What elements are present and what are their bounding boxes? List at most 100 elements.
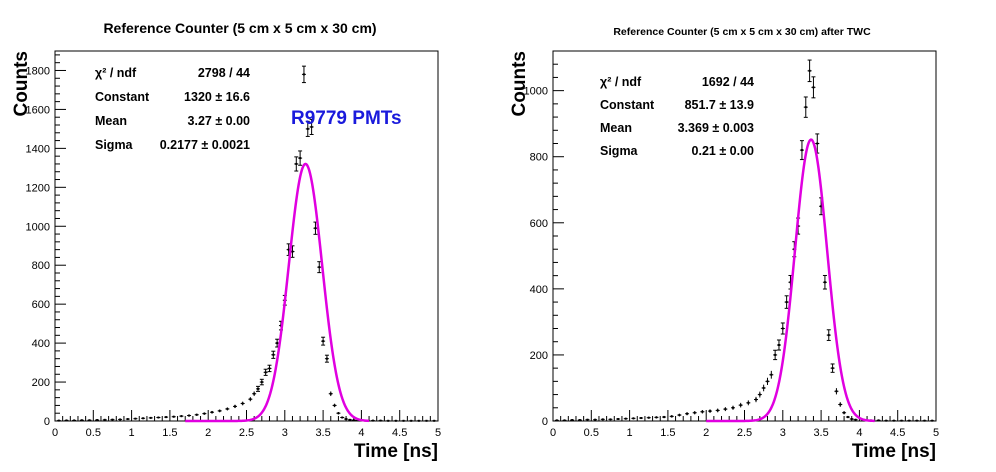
data-point [171,415,176,418]
data-point-marker [777,344,780,347]
data-point [290,245,295,258]
data-point [907,419,912,422]
right-histogram-panel: Reference Counter (5 cm x 5 cm x 30 cm) … [509,26,939,462]
y-tick-label: 800 [32,260,50,272]
data-point-marker [831,367,834,370]
stats-value: 0.21 ± 0.00 [692,144,755,158]
data-point-marker [601,418,604,421]
data-point [554,419,559,422]
data-point [593,418,598,421]
x-tick-label: 3.5 [315,427,330,439]
data-point [275,338,280,348]
data-point [370,419,375,422]
data-point-marker [885,419,888,422]
x-tick-label: 0.5 [86,427,101,439]
data-point-marker [234,405,237,408]
data-point-marker [88,419,91,422]
data-point-marker [103,418,106,421]
data-point-marker [908,419,911,422]
data-point [255,385,260,392]
data-point [102,418,107,421]
data-point-marker [678,414,681,417]
data-point-marker [295,162,298,165]
data-point-marker [203,412,206,415]
data-point-marker [253,392,256,395]
data-point-marker [586,418,589,421]
data-point [164,416,169,419]
data-point-marker [693,411,696,414]
data-point-marker [256,387,259,390]
data-point-marker [387,419,390,422]
data-point-marker [306,127,309,130]
data-point-marker [854,418,857,421]
data-point [393,419,398,422]
data-point-marker [915,419,918,422]
data-point [133,417,138,420]
data-point [884,419,889,422]
data-point-marker [739,404,742,407]
data-point-marker [352,419,355,422]
data-point-marker [433,419,436,422]
data-point-marker [195,413,198,416]
stats-label: χ² / ndf [600,75,642,89]
data-point [340,416,345,419]
data-point-marker [716,409,719,412]
data-point [432,419,437,422]
data-point [826,329,831,341]
left-histogram-panel: Reference Counter (5 cm x 5 cm x 30 cm) … [11,20,441,462]
x-tick-label: 2.5 [737,427,752,439]
data-point-marker [80,419,83,422]
data-point [271,350,276,359]
left-gaussian-fit-curve [185,162,370,423]
data-point-marker [820,205,823,208]
data-point-marker [617,418,620,421]
data-point [217,409,222,413]
x-tick-label: 1.5 [162,427,177,439]
data-point [654,416,659,419]
data-point [416,419,421,422]
data-point-marker [341,416,344,419]
data-point-marker [923,419,926,422]
data-point [899,419,904,422]
data-point-marker [877,419,880,422]
data-point-marker [785,301,788,304]
data-point-marker [260,381,263,384]
data-point [715,408,720,413]
stats-value: 1320 ± 16.6 [184,90,250,104]
data-point [313,221,318,235]
data-point [616,418,621,421]
data-point-marker [268,367,271,370]
stats-value: 851.7 ± 13.9 [685,98,754,112]
y-tick-label: 1200 [26,182,50,194]
data-point [156,416,161,419]
data-point [708,409,713,413]
right-data-points [554,59,935,422]
data-point-marker [850,418,853,421]
data-point [72,419,77,422]
data-point [263,368,268,376]
data-point [692,411,697,415]
data-point-marker [701,410,704,413]
right-gaussian-fit-curve [706,138,875,423]
data-point [803,96,808,118]
data-point [600,418,605,421]
y-tick-label: 1000 [524,86,548,98]
x-tick-label: 1 [129,427,135,439]
left-y-ticks: 0 200 400 600 800 1000 1200 1400 1600 1800 [26,54,66,428]
data-point [56,419,61,422]
left-x-axis-label: Time [ns] [354,441,438,462]
data-point-marker [774,353,777,356]
x-tick-label: 1.5 [660,427,675,439]
y-tick-label: 400 [32,338,50,350]
data-point-marker [816,142,819,145]
x-tick-label: 2.5 [239,427,254,439]
x-tick-label: 3.5 [813,427,828,439]
data-point-marker [314,227,317,230]
data-point-marker [188,414,191,417]
data-point [317,261,322,274]
data-point-marker [337,412,340,415]
data-point-marker [211,411,214,414]
data-point-marker [73,419,76,422]
data-point [110,418,115,421]
data-point [148,416,153,419]
